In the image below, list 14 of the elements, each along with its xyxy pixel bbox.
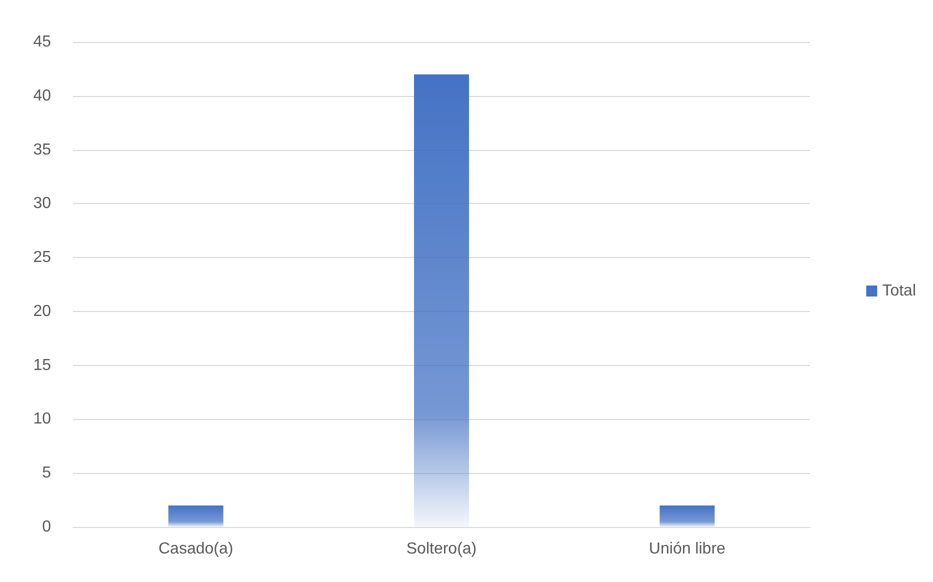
legend-label: Total bbox=[882, 282, 916, 300]
y-tick-label: 25 bbox=[33, 249, 52, 266]
y-tick-label: 20 bbox=[33, 302, 52, 320]
y-tick-label: 35 bbox=[33, 141, 52, 158]
x-tick-label: Unión libre bbox=[648, 540, 726, 558]
x-tick-label: Soltero(a) bbox=[406, 540, 477, 558]
y-tick-label: 0 bbox=[42, 518, 52, 536]
y-tick-label: 15 bbox=[33, 356, 52, 374]
y-tick-label: 5 bbox=[42, 464, 52, 482]
y-tick-label: 30 bbox=[33, 195, 52, 212]
y-tick-label: 40 bbox=[33, 87, 52, 104]
x-tick-label: Casado(a) bbox=[158, 540, 234, 558]
y-tick-label: 45 bbox=[33, 34, 52, 50]
y-tick-label: 10 bbox=[33, 410, 52, 428]
